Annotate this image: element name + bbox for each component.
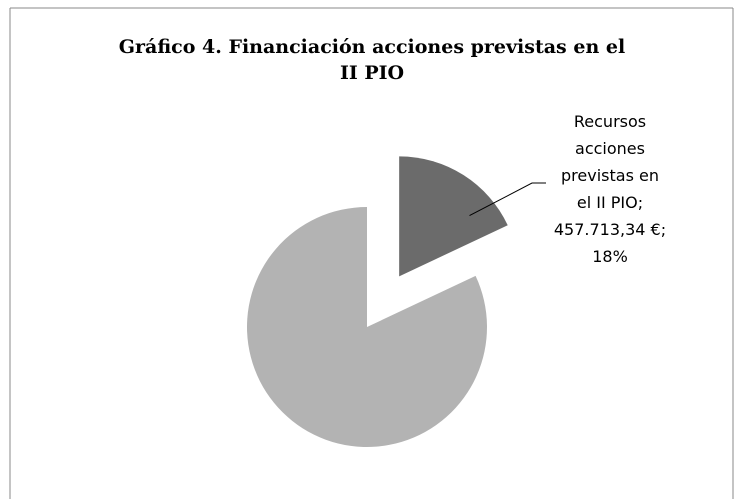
leader-line [469,182,546,217]
chart-title: Gráfico 4. Financiación acciones previst… [119,36,625,84]
pie-slice [247,207,487,448]
pie-slice [399,156,508,277]
data-label: Recursos acciones previstas en el II PIO; 45… [554,112,666,266]
